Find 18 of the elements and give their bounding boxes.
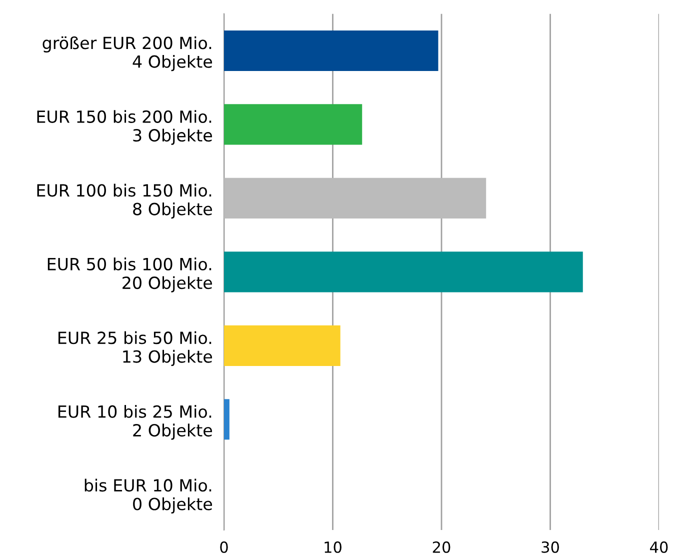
bar xyxy=(224,178,486,218)
x-tick-label: 0 xyxy=(220,541,228,553)
x-tick-label: 10 xyxy=(324,541,342,553)
y-tick-label: bis EUR 10 Mio. 0 Objekte xyxy=(84,478,212,514)
y-tick-label: EUR 10 bis 25 Mio. 2 Objekte xyxy=(58,405,212,440)
bar xyxy=(224,325,340,366)
bar xyxy=(224,399,230,440)
bar xyxy=(224,252,583,292)
y-tick-label: EUR 50 bis 100 Mio. 20 Objekte xyxy=(48,258,212,292)
x-tick-label: 30 xyxy=(542,541,559,553)
x-tick-label: 40 xyxy=(650,541,668,553)
y-tick-label: EUR 25 bis 50 Mio. 13 Objekte xyxy=(58,331,212,366)
y-tick-label: EUR 150 bis 200 Mio. 3 Objekte xyxy=(37,110,212,145)
bar xyxy=(224,30,438,72)
y-tick-label: EUR 100 bis 150 Mio. 8 Objekte xyxy=(37,184,212,219)
x-tick-label: 20 xyxy=(432,541,450,553)
y-tick-label: größer EUR 200 Mio. 4 Objekte xyxy=(42,36,212,72)
bar xyxy=(224,104,362,145)
